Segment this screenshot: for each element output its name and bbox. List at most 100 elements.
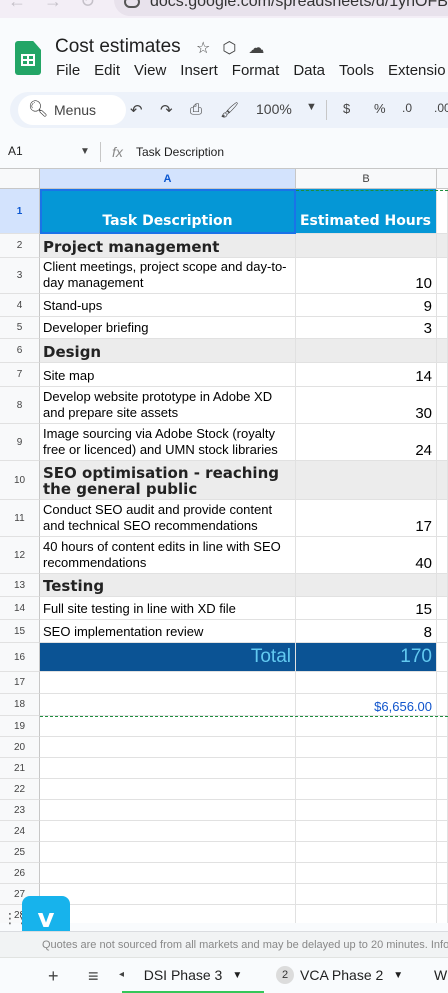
cell-b1[interactable]: Estimated Hours bbox=[296, 189, 437, 234]
cell-b19[interactable] bbox=[296, 716, 437, 737]
cell-c25[interactable] bbox=[437, 842, 448, 863]
cell-a22[interactable] bbox=[40, 779, 296, 800]
row-header[interactable]: 9 bbox=[0, 424, 40, 461]
cloud-status-icon[interactable]: ☁ bbox=[248, 40, 265, 57]
cell-b15[interactable]: 8 bbox=[296, 620, 437, 643]
row-header[interactable]: 4 bbox=[0, 294, 40, 317]
cell-b2[interactable] bbox=[296, 234, 437, 258]
cell-b13[interactable] bbox=[296, 574, 437, 597]
cell-a3[interactable]: Client meetings, project scope and day-t… bbox=[40, 258, 296, 294]
cell-a28[interactable] bbox=[40, 905, 296, 923]
forward-icon[interactable]: → bbox=[44, 0, 62, 11]
cell-a8[interactable]: Develop website prototype in Adobe XD an… bbox=[40, 387, 296, 424]
menu-format[interactable]: Format bbox=[231, 62, 280, 79]
row-header[interactable]: 21 bbox=[0, 758, 40, 779]
row-header[interactable]: 23 bbox=[0, 800, 40, 821]
cell-c3[interactable] bbox=[437, 258, 448, 294]
paint-format-icon[interactable]: 🖌︎ bbox=[220, 102, 240, 119]
name-box-dropdown-icon[interactable]: ▼ bbox=[80, 146, 90, 157]
cell-c21[interactable] bbox=[437, 758, 448, 779]
row-header[interactable]: 8 bbox=[0, 387, 40, 424]
cell-c18[interactable] bbox=[437, 694, 448, 716]
cell-a14[interactable]: Full site testing in line with XD file bbox=[40, 597, 296, 620]
cell-c10[interactable] bbox=[437, 461, 448, 500]
cell-b26[interactable] bbox=[296, 863, 437, 884]
cell-b21[interactable] bbox=[296, 758, 437, 779]
cell-c5[interactable] bbox=[437, 317, 448, 339]
cell-a13[interactable]: Testing bbox=[40, 574, 296, 597]
row-header[interactable]: 20 bbox=[0, 737, 40, 758]
cell-a11[interactable]: Conduct SEO audit and provide content an… bbox=[40, 500, 296, 537]
select-all-corner[interactable] bbox=[0, 169, 40, 189]
cell-b24[interactable] bbox=[296, 821, 437, 842]
cell-b14[interactable]: 15 bbox=[296, 597, 437, 620]
cell-b20[interactable] bbox=[296, 737, 437, 758]
cell-b25[interactable] bbox=[296, 842, 437, 863]
row-header[interactable]: 14 bbox=[0, 597, 40, 620]
row-header[interactable]: 13 bbox=[0, 574, 40, 597]
cell-a7[interactable]: Site map bbox=[40, 363, 296, 387]
sheet-tab-dsi-phase-3[interactable]: DSI Phase 3 ▼ bbox=[122, 958, 264, 993]
add-sheet-icon[interactable]: + bbox=[48, 966, 59, 986]
undo-icon[interactable]: ↶ bbox=[130, 102, 143, 119]
row-header[interactable]: 15 bbox=[0, 620, 40, 643]
cell-b28[interactable] bbox=[296, 905, 437, 923]
cell-c11[interactable] bbox=[437, 500, 448, 537]
cell-b8[interactable]: 30 bbox=[296, 387, 437, 424]
spreadsheet-grid[interactable]: A B 1 Task Description Estimated Hours 2 Pro… bbox=[0, 168, 448, 923]
formula-input[interactable]: Task Description bbox=[136, 145, 225, 159]
decrease-decimal-button[interactable]: .0 bbox=[402, 101, 413, 115]
cell-c13[interactable] bbox=[437, 574, 448, 597]
row-header[interactable]: 22 bbox=[0, 779, 40, 800]
cell-c2[interactable] bbox=[437, 234, 448, 258]
cell-c4[interactable] bbox=[437, 294, 448, 317]
cell-a5[interactable]: Developer briefing bbox=[40, 317, 296, 339]
zoom-select[interactable]: 100% bbox=[256, 101, 292, 117]
increase-decimal-button[interactable]: .00 bbox=[434, 101, 448, 115]
row-header[interactable]: 2 bbox=[0, 234, 40, 258]
menu-tools[interactable]: Tools bbox=[339, 62, 375, 79]
row-header[interactable]: 3 bbox=[0, 258, 40, 294]
cell-c19[interactable] bbox=[437, 716, 448, 737]
menu-edit[interactable]: Edit bbox=[94, 62, 121, 79]
cell-c14[interactable] bbox=[437, 597, 448, 620]
cell-a15[interactable]: SEO implementation review bbox=[40, 620, 296, 643]
cell-b27[interactable] bbox=[296, 884, 437, 905]
name-box[interactable]: A1 bbox=[8, 144, 23, 158]
cell-a21[interactable] bbox=[40, 758, 296, 779]
row-header[interactable]: 7 bbox=[0, 363, 40, 387]
all-sheets-icon[interactable]: ≡ bbox=[88, 966, 99, 986]
cell-a27[interactable] bbox=[40, 884, 296, 905]
cell-c28[interactable] bbox=[437, 905, 448, 923]
cell-b17[interactable] bbox=[296, 672, 437, 694]
cell-a23[interactable] bbox=[40, 800, 296, 821]
cell-c24[interactable] bbox=[437, 821, 448, 842]
cell-c15[interactable] bbox=[437, 620, 448, 643]
cell-b5[interactable]: 3 bbox=[296, 317, 437, 339]
row-header[interactable]: 17 bbox=[0, 672, 40, 694]
row-header[interactable]: 1 bbox=[0, 189, 40, 234]
cell-c23[interactable] bbox=[437, 800, 448, 821]
row-header[interactable]: 25 bbox=[0, 842, 40, 863]
cell-a25[interactable] bbox=[40, 842, 296, 863]
cell-b9[interactable]: 24 bbox=[296, 424, 437, 461]
menu-view[interactable]: View bbox=[134, 62, 167, 79]
cell-a18[interactable] bbox=[40, 694, 296, 716]
cell-b4[interactable]: 9 bbox=[296, 294, 437, 317]
cell-c27[interactable] bbox=[437, 884, 448, 905]
cell-a2[interactable]: Project management bbox=[40, 234, 296, 258]
tab-scroll-left-icon[interactable]: ◂ bbox=[119, 969, 125, 980]
cell-c1[interactable] bbox=[437, 189, 448, 234]
row-header[interactable]: 26 bbox=[0, 863, 40, 884]
menu-data[interactable]: Data bbox=[293, 62, 325, 79]
menu-file[interactable]: File bbox=[56, 62, 81, 79]
row-header[interactable]: 16 bbox=[0, 643, 40, 672]
row-header[interactable]: 6 bbox=[0, 339, 40, 363]
column-header-a[interactable]: A bbox=[40, 169, 296, 189]
document-title[interactable]: Cost estimates bbox=[55, 36, 181, 57]
cell-c26[interactable] bbox=[437, 863, 448, 884]
row-header[interactable]: 18 bbox=[0, 694, 40, 716]
cell-a24[interactable] bbox=[40, 821, 296, 842]
cell-b12[interactable]: 40 bbox=[296, 537, 437, 574]
cell-a26[interactable] bbox=[40, 863, 296, 884]
